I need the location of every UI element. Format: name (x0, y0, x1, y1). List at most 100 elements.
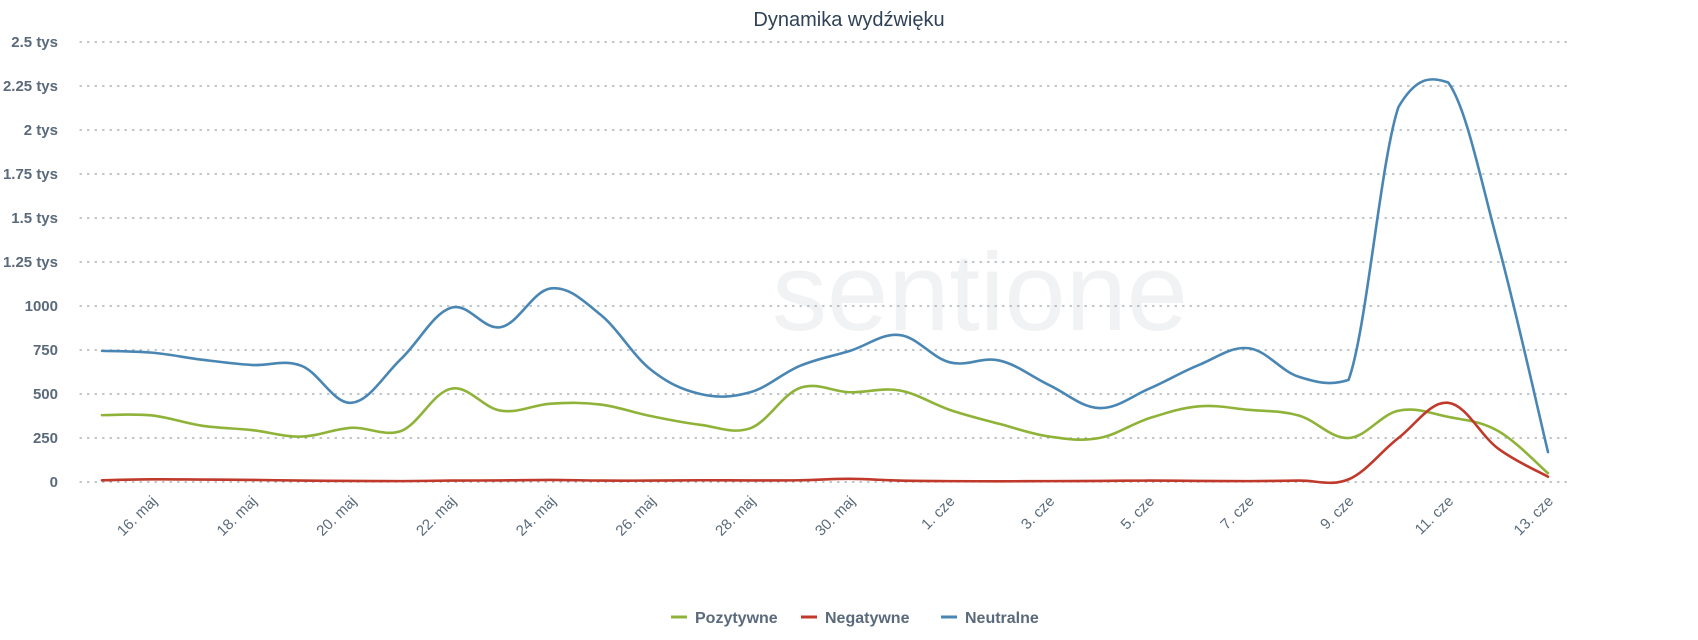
data-point[interactable] (300, 435, 302, 437)
data-point[interactable] (300, 479, 302, 481)
data-point[interactable] (1447, 81, 1449, 83)
data-point[interactable] (1447, 416, 1449, 418)
data-point[interactable] (1098, 437, 1100, 439)
data-point[interactable] (998, 359, 1000, 361)
data-point[interactable] (1547, 472, 1549, 474)
data-point[interactable] (649, 415, 651, 417)
data-point[interactable] (1248, 409, 1250, 411)
data-point[interactable] (1098, 480, 1100, 482)
data-point[interactable] (599, 314, 601, 316)
data-point[interactable] (948, 480, 950, 482)
data-point[interactable] (1347, 379, 1349, 381)
data-point[interactable] (450, 388, 452, 390)
data-point[interactable] (1547, 476, 1549, 478)
data-point[interactable] (1297, 479, 1299, 481)
data-point[interactable] (849, 391, 851, 393)
data-point[interactable] (151, 478, 153, 480)
data-point[interactable] (400, 358, 402, 360)
data-point[interactable] (450, 479, 452, 481)
data-point[interactable] (350, 480, 352, 482)
data-point[interactable] (1098, 407, 1100, 409)
x-tick-label: 7. cze (1217, 493, 1257, 533)
data-point[interactable] (151, 414, 153, 416)
data-point[interactable] (749, 391, 751, 393)
data-point[interactable] (1148, 479, 1150, 481)
data-point[interactable] (1048, 435, 1050, 437)
data-point[interactable] (1397, 437, 1399, 439)
data-point[interactable] (101, 479, 103, 481)
data-point[interactable] (101, 350, 103, 352)
data-point[interactable] (1048, 384, 1050, 386)
data-point[interactable] (1297, 414, 1299, 416)
data-point[interactable] (899, 389, 901, 391)
data-point[interactable] (1347, 437, 1349, 439)
data-point[interactable] (1198, 405, 1200, 407)
data-point[interactable] (1198, 364, 1200, 366)
data-point[interactable] (1148, 388, 1150, 390)
data-point[interactable] (1497, 447, 1499, 449)
data-point[interactable] (450, 307, 452, 309)
data-point[interactable] (699, 479, 701, 481)
data-point[interactable] (1497, 243, 1499, 245)
data-point[interactable] (799, 365, 801, 367)
data-point[interactable] (1397, 106, 1399, 108)
data-point[interactable] (151, 351, 153, 353)
data-point[interactable] (350, 427, 352, 429)
data-point[interactable] (300, 365, 302, 367)
data-point[interactable] (201, 424, 203, 426)
data-point[interactable] (599, 479, 601, 481)
data-point[interactable] (1148, 417, 1150, 419)
data-point[interactable] (699, 424, 701, 426)
data-point[interactable] (1447, 402, 1449, 404)
legend[interactable]: Pozytywne Negatywne Neutralne (671, 610, 1039, 627)
data-point[interactable] (101, 414, 103, 416)
data-point[interactable] (500, 479, 502, 481)
data-point[interactable] (599, 403, 601, 405)
data-point[interactable] (201, 478, 203, 480)
data-point[interactable] (799, 387, 801, 389)
data-point[interactable] (250, 479, 252, 481)
data-point[interactable] (250, 429, 252, 431)
data-point[interactable] (649, 479, 651, 481)
series-line-pozytywne[interactable] (100, 384, 1550, 475)
data-point[interactable] (1198, 480, 1200, 482)
data-point[interactable] (799, 479, 801, 481)
data-point[interactable] (948, 361, 950, 363)
x-tick-label: 18. maj (214, 493, 261, 540)
series-line-negatywne[interactable] (100, 401, 1550, 485)
legend-item-neutralne[interactable]: Neutralne (941, 610, 1039, 627)
data-point[interactable] (899, 334, 901, 336)
data-point[interactable] (400, 480, 402, 482)
data-point[interactable] (948, 409, 950, 411)
data-point[interactable] (749, 427, 751, 429)
data-point[interactable] (1248, 347, 1250, 349)
data-point[interactable] (1497, 430, 1499, 432)
data-point[interactable] (550, 287, 552, 289)
data-point[interactable] (250, 364, 252, 366)
legend-item-negatywne[interactable]: Negatywne (801, 610, 910, 627)
data-point[interactable] (849, 350, 851, 352)
data-point[interactable] (1248, 480, 1250, 482)
data-point[interactable] (550, 479, 552, 481)
data-point[interactable] (500, 410, 502, 412)
legend-item-pozytywne[interactable]: Pozytywne (671, 610, 778, 627)
data-point[interactable] (550, 402, 552, 404)
data-point[interactable] (350, 402, 352, 404)
y-tick-label: 1.5 tys (11, 210, 58, 227)
data-point[interactable] (649, 368, 651, 370)
data-point[interactable] (699, 393, 701, 395)
data-point[interactable] (849, 478, 851, 480)
data-point[interactable] (1347, 478, 1349, 480)
data-point[interactable] (1048, 480, 1050, 482)
data-point[interactable] (998, 480, 1000, 482)
data-point[interactable] (400, 430, 402, 432)
data-point[interactable] (1397, 410, 1399, 412)
data-point[interactable] (500, 326, 502, 328)
data-point[interactable] (899, 479, 901, 481)
data-point[interactable] (201, 358, 203, 360)
series-line-neutralne[interactable] (100, 78, 1550, 454)
data-point[interactable] (749, 479, 751, 481)
data-point[interactable] (1297, 376, 1299, 378)
data-point[interactable] (1547, 451, 1549, 453)
data-point[interactable] (998, 423, 1000, 425)
